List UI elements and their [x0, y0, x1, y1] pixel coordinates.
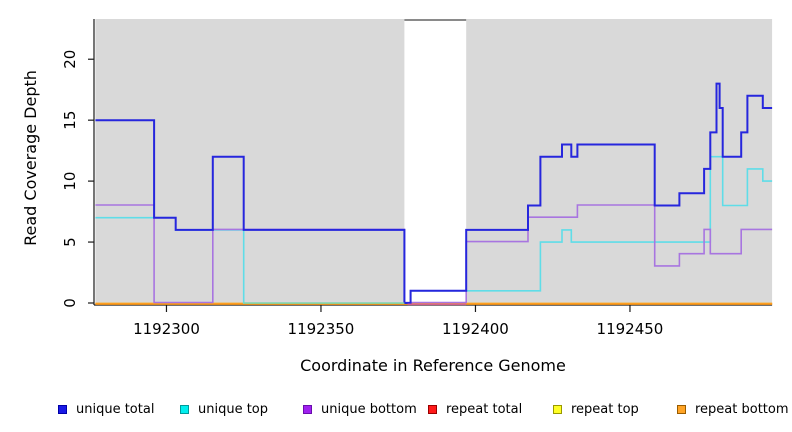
x-tick-label: 1192350: [288, 320, 355, 338]
legend-swatch-unique-top: [180, 404, 189, 414]
legend-label: unique top: [198, 401, 269, 417]
series-unique-top-line: [95, 155, 773, 304]
y-tick-label: 20: [61, 50, 79, 69]
chart-layers: 1192300 1192350 1192400 1192450 0 5 10 15 20: [61, 19, 773, 338]
legend-label: repeat total: [446, 401, 523, 417]
y-axis-title: Read Coverage Depth: [21, 70, 40, 246]
series-unique-total-line: [95, 82, 773, 304]
legend-swatch-unique-total: [58, 404, 67, 414]
legend-item-unique-bottom: unique bottom: [303, 399, 417, 419]
legend-swatch-repeat-top: [553, 404, 562, 414]
gap-band: [404, 19, 467, 305]
legend-label: repeat bottom: [695, 401, 789, 417]
legend-item-repeat-total: repeat total: [428, 399, 522, 419]
x-tick-label: 1192300: [133, 320, 200, 338]
legend-swatch-unique-bottom: [303, 404, 312, 414]
series-unique-bottom-line: [95, 204, 773, 304]
x-tick-label: 1192400: [442, 320, 509, 338]
legend-swatch-repeat-bottom: [677, 404, 686, 414]
legend-label: repeat top: [571, 401, 639, 417]
legend-swatch-repeat-total: [428, 404, 437, 414]
legend-label: unique bottom: [321, 401, 417, 417]
legend-item-repeat-top: repeat top: [553, 399, 639, 419]
legend-item-unique-top: unique top: [180, 399, 268, 419]
x-tick-label: 1192450: [597, 320, 664, 338]
y-tick-label: 0: [61, 298, 79, 308]
legend-item-unique-total: unique total: [58, 399, 154, 419]
legend-label: unique total: [76, 401, 155, 417]
y-tick-label: 5: [61, 237, 79, 247]
coverage-chart: 1192300 1192350 1192400 1192450 0 5 10 15 20 Coo…: [21, 19, 773, 375]
x-axis-title: Coordinate in Reference Genome: [300, 356, 566, 375]
y-tick-label: 10: [61, 172, 79, 191]
legend: unique total unique top unique bottom repea…: [0, 399, 792, 419]
y-tick-label: 15: [61, 111, 79, 130]
legend-item-repeat-bottom: repeat bottom: [677, 399, 789, 419]
